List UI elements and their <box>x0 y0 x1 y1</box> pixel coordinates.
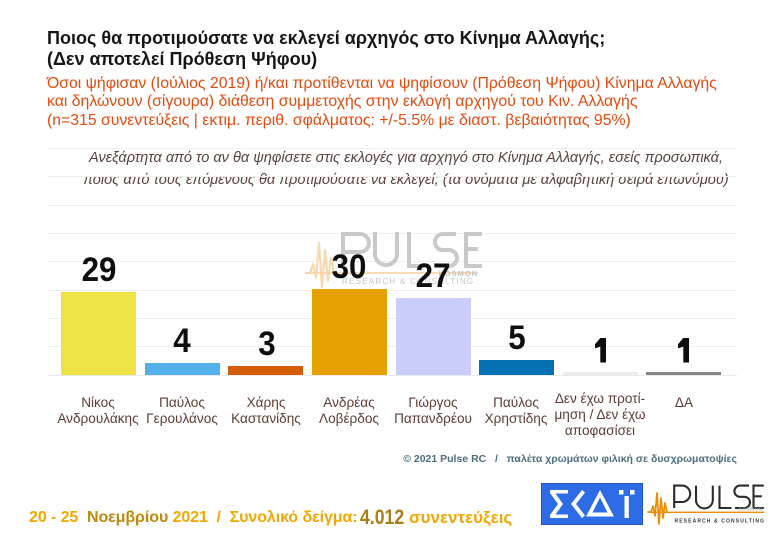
svg-text:ΚΟSΜΟΝ: ΚΟSΜΟΝ <box>739 506 763 511</box>
svg-text:ΚΟSΜΟΝ: ΚΟSΜΟΝ <box>439 269 478 278</box>
svg-text:RESEARCH & CONSULTING: RESEARCH & CONSULTING <box>675 519 766 525</box>
svg-text:RESEARCH & CONSULTING: RESEARCH & CONSULTING <box>342 277 474 286</box>
